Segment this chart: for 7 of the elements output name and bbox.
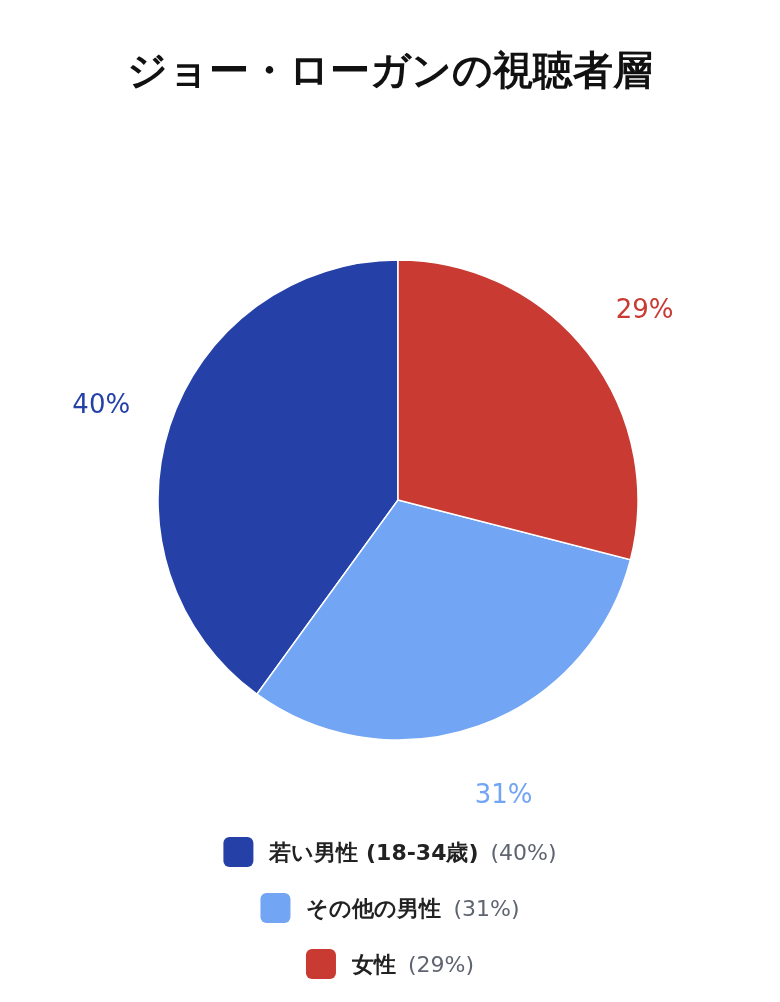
data-label: 40%	[72, 388, 131, 419]
data-label: 29%	[615, 293, 674, 324]
legend-label: 女性 (29%)	[350, 951, 475, 977]
legend-label: その他の男性 (31%)	[306, 895, 520, 921]
legend-label: 若い男性 (18-34歳) (40%)	[268, 839, 557, 865]
data-label: 31%	[474, 778, 533, 809]
chart-title: ジョー・ローガンの視聴者層	[127, 47, 653, 93]
